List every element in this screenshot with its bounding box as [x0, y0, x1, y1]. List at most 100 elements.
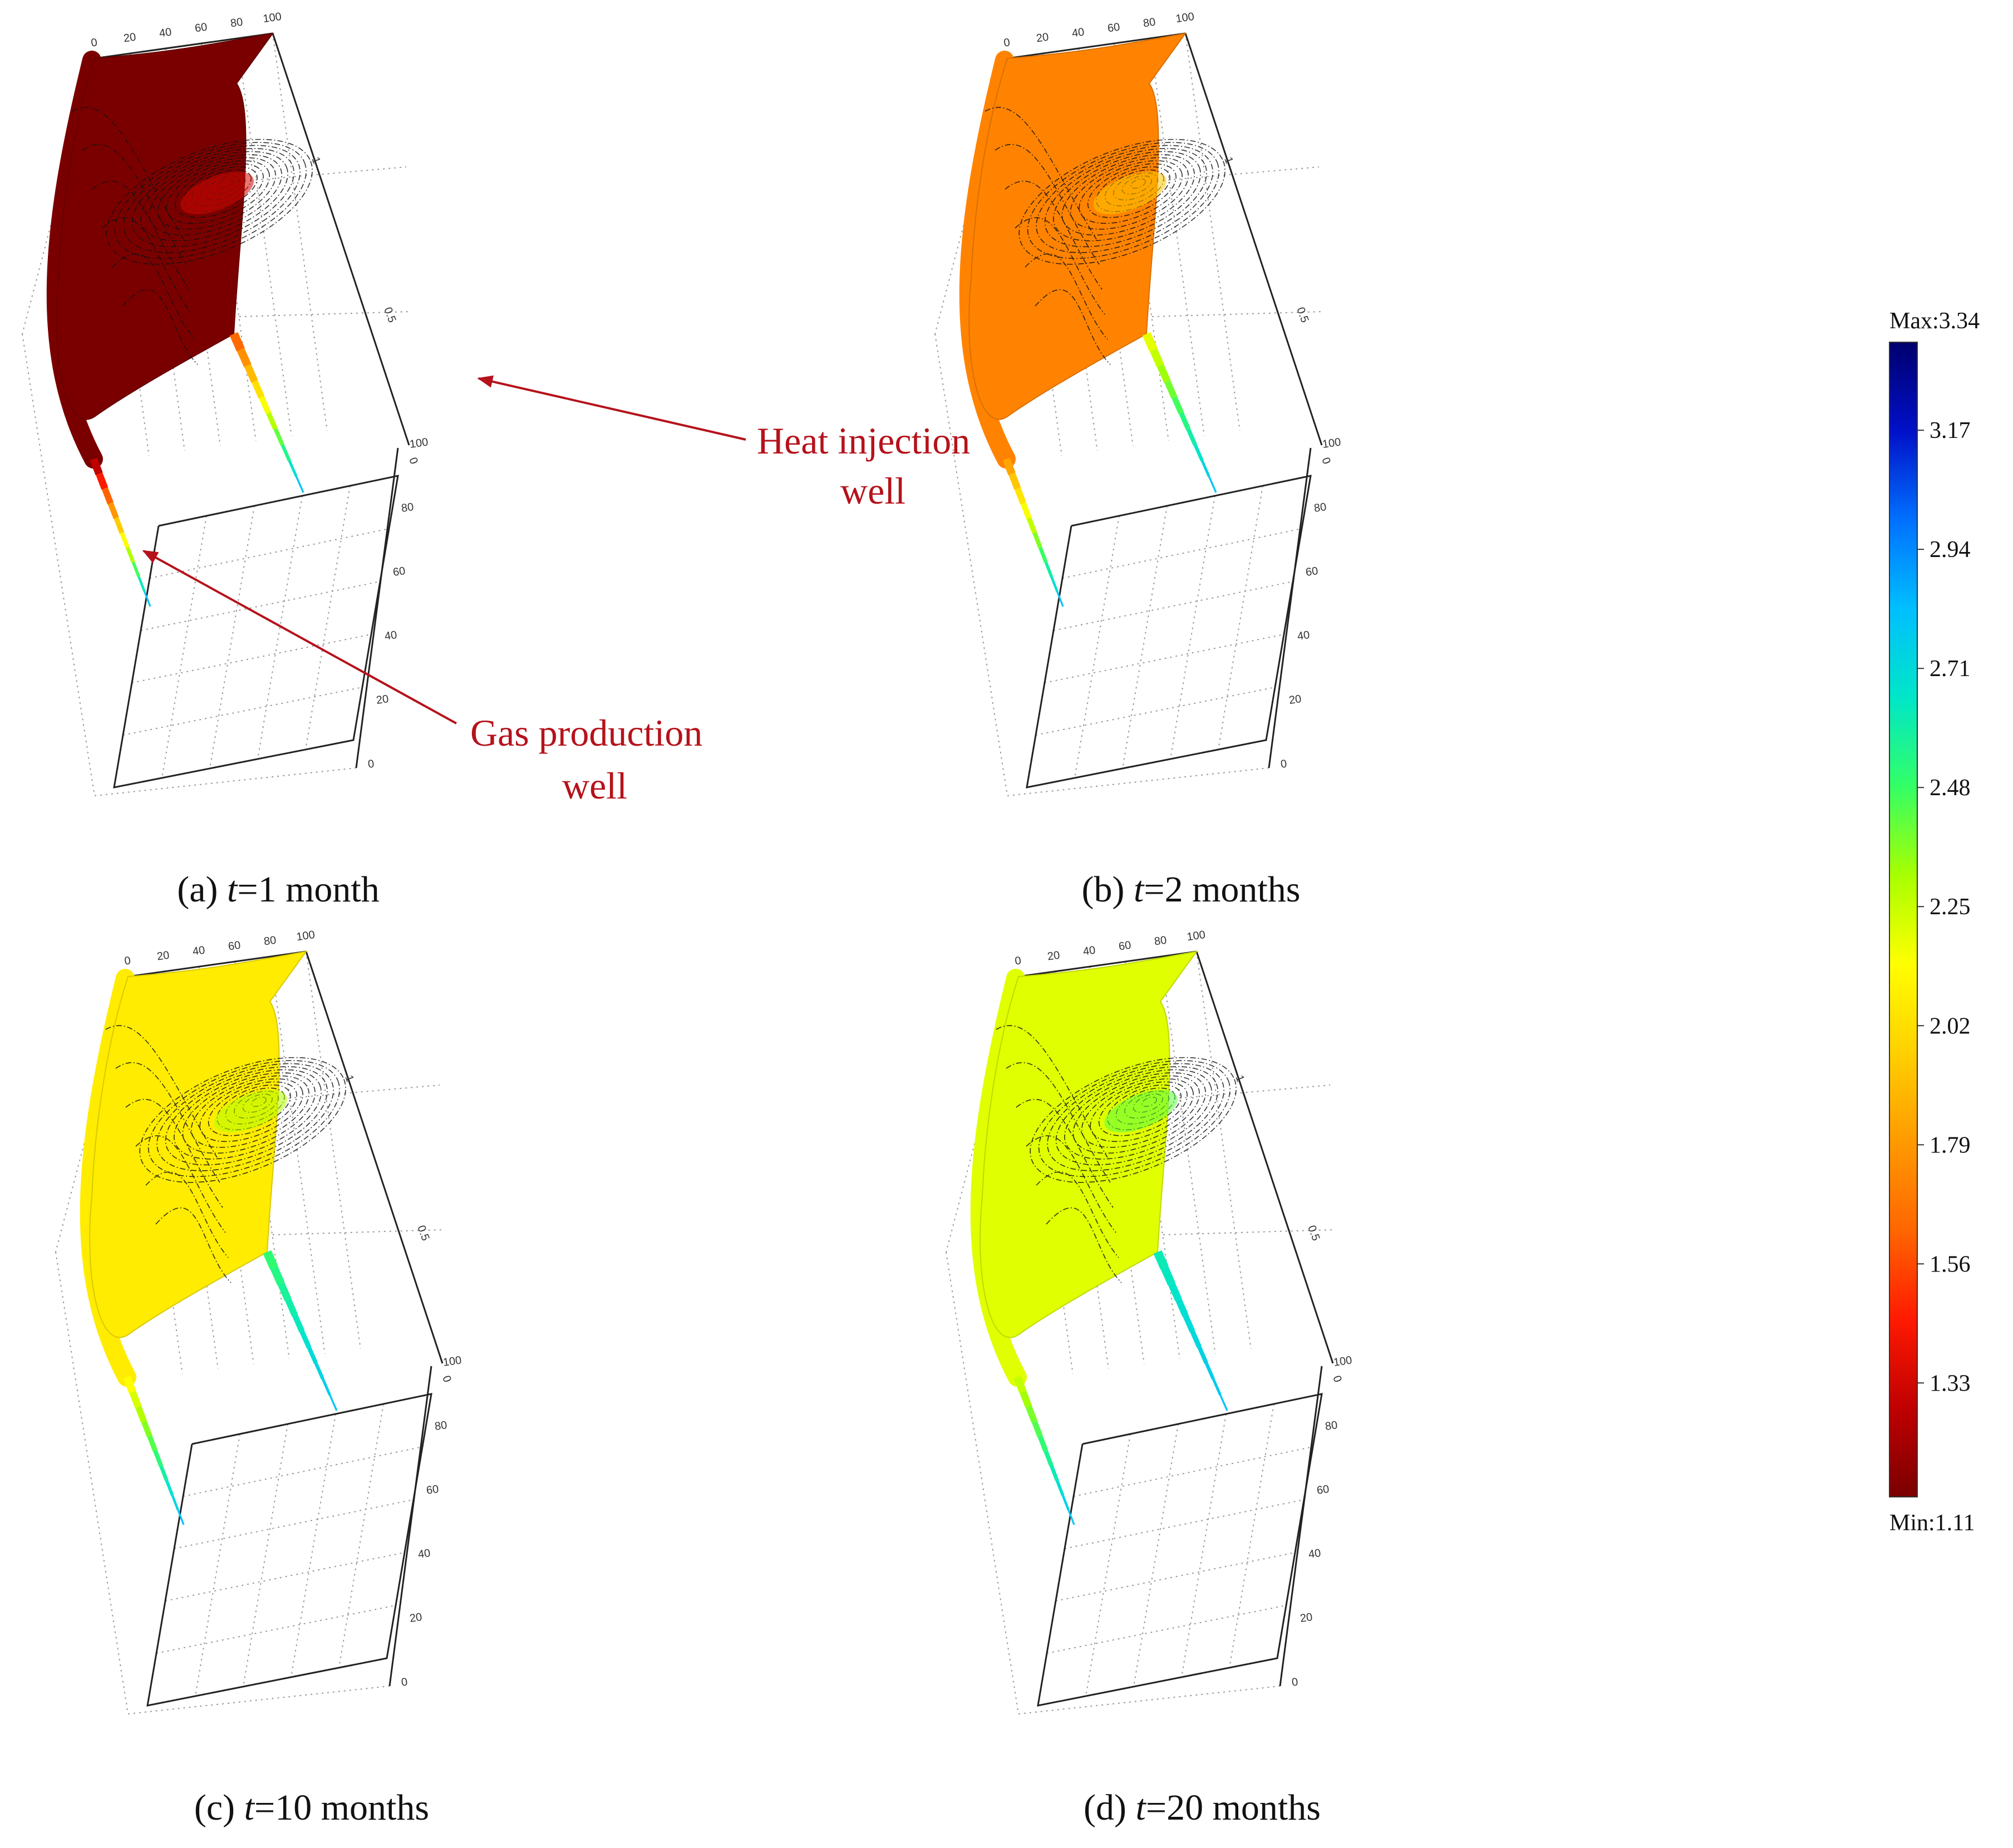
tail-segment — [96, 472, 109, 490]
y-axis — [388, 1366, 432, 1687]
tail-segment — [1013, 1376, 1027, 1394]
colorbar-gradient — [1889, 342, 1918, 1497]
tail-segment — [1061, 1495, 1070, 1511]
grid-line — [1035, 687, 1276, 736]
y-tick-label: 40 — [1297, 629, 1311, 643]
contour — [72, 107, 184, 240]
grid-line — [174, 1499, 414, 1549]
z-tick-label: 0.5 — [381, 305, 398, 324]
tail-segment — [1050, 1465, 1059, 1481]
contour — [1027, 142, 1219, 259]
tail-segment — [1037, 1435, 1049, 1452]
contour — [114, 142, 307, 259]
grid-line — [1122, 505, 1168, 769]
y-tick-label: 40 — [417, 1547, 431, 1561]
caption-rest: =10 months — [254, 1787, 429, 1828]
colorbar-tick-label: 2.94 — [1930, 537, 1971, 563]
injection-well — [263, 1250, 338, 1411]
annotation-gas-production: Gas production well — [470, 712, 702, 807]
z-axis — [272, 33, 410, 446]
contour — [1038, 1060, 1231, 1177]
colorbar-tick-label: 2.25 — [1930, 894, 1971, 920]
contour — [208, 1081, 297, 1136]
y-tick-label: 20 — [1300, 1611, 1313, 1625]
well-segment — [273, 428, 284, 446]
well-segment — [1168, 1282, 1182, 1302]
box-edge — [22, 333, 95, 796]
x-tick-label: 80 — [263, 934, 277, 948]
x-tick-label: 40 — [192, 944, 206, 958]
well-segment — [1172, 396, 1184, 415]
y-tick-label: 40 — [1308, 1547, 1322, 1561]
injection-well — [229, 332, 304, 493]
y-tick-label: 60 — [1305, 565, 1319, 579]
well-segment — [295, 476, 304, 493]
y-tick-label: 100 — [409, 436, 429, 451]
colorbar: Max:3.34 Min:1.11 3.17 2.94 2.71 2.48 2.25 2.02… — [1889, 308, 1980, 1536]
contour — [140, 151, 288, 242]
caption-prefix: (c) — [194, 1787, 244, 1828]
well-segment — [252, 380, 265, 399]
annotation-heat-injection: Heat injection well — [757, 420, 970, 512]
annotation-line: Heat injection — [757, 420, 970, 462]
x-tick-label: 0 — [1003, 36, 1011, 49]
z-tick-label: 0 — [406, 456, 420, 466]
y-tick-label: 0 — [401, 1676, 408, 1689]
grid-line — [195, 1433, 240, 1697]
contour — [115, 1062, 220, 1183]
y-tick-label: 80 — [1325, 1419, 1338, 1433]
grid-line — [1062, 528, 1302, 579]
well-segment — [314, 1362, 324, 1380]
box-solid — [127, 950, 444, 1707]
x-tick-label: 20 — [123, 31, 137, 45]
grid-line — [1064, 1499, 1305, 1549]
x-tick-label: 60 — [1107, 21, 1121, 35]
contour — [1016, 1098, 1114, 1208]
tail-segment — [1055, 1480, 1065, 1496]
grid-line — [272, 33, 328, 431]
well-segment — [229, 332, 245, 352]
contour — [147, 1060, 340, 1177]
well-segment — [263, 1250, 278, 1270]
tail-segment — [123, 1376, 136, 1394]
x-tick-label: 0 — [1014, 954, 1022, 967]
grid-line — [127, 311, 410, 321]
grid-line — [131, 634, 372, 683]
contour — [1030, 1057, 1237, 1183]
caption-variable: t — [227, 869, 238, 910]
contour — [1036, 1171, 1119, 1258]
tail-segment — [144, 591, 151, 607]
caption-rest: =1 month — [237, 869, 379, 910]
contour — [1046, 1208, 1122, 1283]
tail-segment — [159, 1465, 169, 1481]
caption-prefix: (a) — [177, 869, 227, 910]
panel-caption: (b) t=2 months — [1082, 869, 1301, 910]
caption-rest: =20 months — [1146, 1787, 1321, 1828]
x-tick-label: 40 — [159, 26, 173, 40]
contour — [1015, 217, 1105, 315]
box-solid — [94, 32, 410, 789]
well-core — [1104, 1090, 1178, 1132]
grid-line — [1196, 951, 1252, 1349]
contour — [1018, 139, 1225, 265]
annotation-line: well — [562, 765, 627, 807]
y-tick-label: 0 — [1291, 1676, 1299, 1689]
well-core — [214, 1090, 288, 1132]
floor-frame — [1026, 475, 1312, 789]
tail-segment — [114, 517, 125, 534]
grid-line — [1170, 495, 1215, 760]
box-edge — [94, 767, 357, 796]
grid-line — [150, 1085, 440, 1111]
contour — [1064, 1069, 1212, 1160]
grid-line — [1229, 1403, 1274, 1668]
x-tick-label: 80 — [1143, 16, 1156, 30]
well-segment — [1160, 1266, 1175, 1285]
contour — [82, 144, 187, 265]
y-tick-label: 40 — [384, 629, 398, 643]
caption-variable: t — [1134, 869, 1145, 910]
y-tick-label: 0 — [367, 758, 375, 771]
z-axis — [305, 951, 444, 1364]
